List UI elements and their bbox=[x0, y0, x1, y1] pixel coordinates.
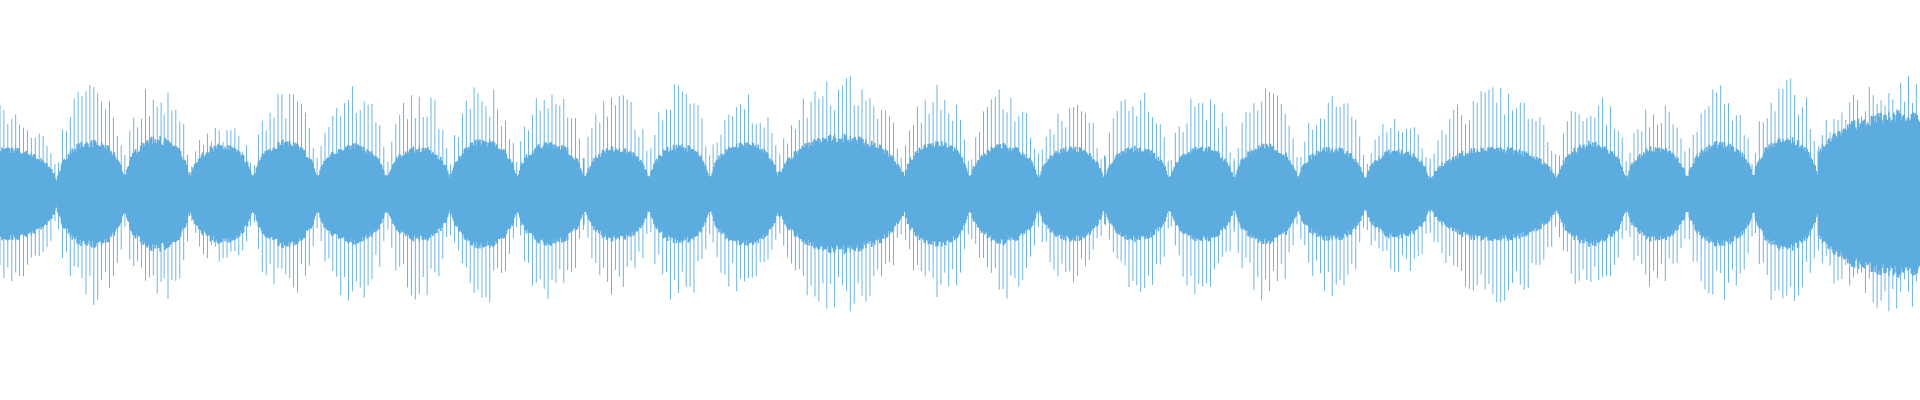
waveform-body bbox=[0, 110, 1920, 278]
